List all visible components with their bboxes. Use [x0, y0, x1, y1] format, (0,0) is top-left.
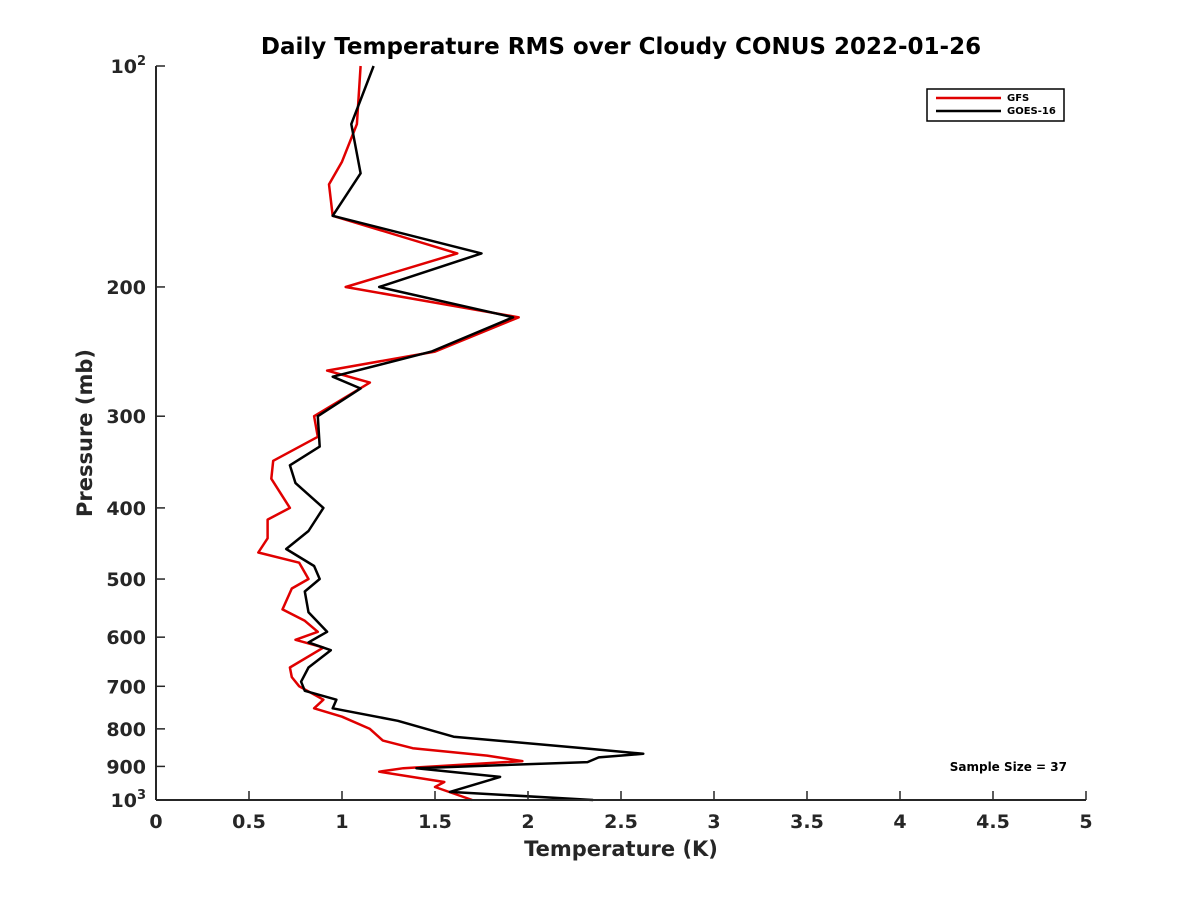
x-tick-label: 3 [707, 811, 720, 833]
x-tick-label: 1.5 [418, 811, 452, 833]
y-tick-label: 800 [106, 719, 146, 741]
x-tick-label: 5 [1079, 811, 1092, 833]
x-ticks: 0 0.5 1 1.5 2 2.5 3 3.5 4 4.5 5 [149, 791, 1093, 833]
x-tick-label: 0 [149, 811, 162, 833]
legend: GFS GOES-16 [926, 88, 1065, 122]
legend-label-gfs: GFS [1007, 93, 1029, 104]
x-tick-label: 3.5 [790, 811, 824, 833]
y-tick-label: 300 [106, 406, 146, 428]
y-tick-label: 200 [106, 277, 146, 299]
y-axis-label: Pressure (mb) [73, 349, 97, 517]
y-tick-label: 102 [111, 54, 147, 78]
series-line-goes-16 [284, 65, 645, 802]
y-tick-label: 103 [111, 788, 147, 812]
x-tick-label: 4.5 [976, 811, 1010, 833]
x-axis-label: Temperature (K) [524, 837, 718, 861]
y-tick-label: 400 [106, 498, 146, 520]
series-line-gfs [257, 65, 524, 802]
x-tick-label: 2.5 [604, 811, 638, 833]
series-layer [257, 65, 645, 802]
x-tick-label: 0.5 [232, 811, 266, 833]
y-tick-label: 700 [106, 676, 146, 698]
legend-box [926, 88, 1065, 122]
y-tick-label: 900 [106, 756, 146, 778]
y-tick-label: 600 [106, 627, 146, 649]
chart-title: Daily Temperature RMS over Cloudy CONUS … [261, 34, 981, 60]
x-tick-label: 1 [335, 811, 348, 833]
y-ticks: 102 200 300 400 500 600 700 800 900 103 [106, 54, 165, 812]
x-tick-label: 4 [893, 811, 906, 833]
legend-label-goes-16: GOES-16 [1007, 106, 1056, 117]
y-tick-label: 500 [106, 569, 146, 591]
sample-size-annotation: Sample Size = 37 [950, 760, 1067, 774]
x-tick-label: 2 [521, 811, 534, 833]
